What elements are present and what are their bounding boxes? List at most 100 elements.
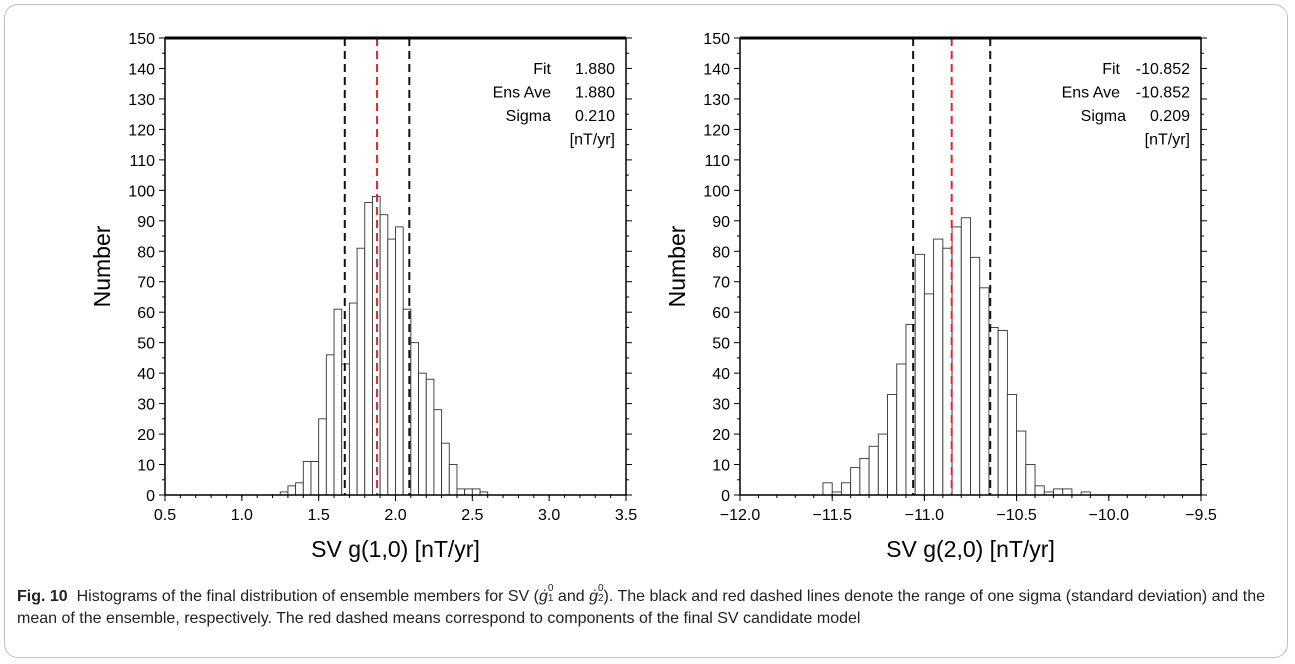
annotation-label: Fit	[1102, 61, 1120, 78]
histogram-bar	[325, 354, 335, 496]
annotation-label: Sigma	[1081, 108, 1126, 125]
y-tick-label: 20	[712, 427, 730, 444]
histogram-bar	[979, 287, 990, 496]
x-tick-label: 0.5	[154, 507, 176, 524]
y-tick-label: 70	[137, 275, 155, 292]
y-tick-label: 90	[712, 214, 730, 231]
y-tick-label: 60	[137, 305, 155, 322]
annotation-label: Fit	[533, 61, 551, 78]
annotation-value: 1.880	[575, 85, 615, 102]
histogram-bar	[923, 293, 935, 496]
x-axis-label: SV g(2,0) [nT/yr]	[886, 536, 1055, 562]
histogram-bar	[840, 482, 852, 496]
histogram-bar	[364, 202, 373, 496]
x-tick-label: 2.5	[461, 507, 483, 524]
y-tick-label: 150	[128, 31, 155, 48]
y-tick-label: 140	[703, 61, 730, 78]
y-tick-label: 60	[712, 305, 730, 322]
histogram-bar	[433, 409, 443, 496]
x-tick-label: 1.5	[308, 507, 330, 524]
x-tick-label: 3.5	[615, 507, 637, 524]
histogram-bar	[887, 394, 898, 496]
y-tick-label: 80	[712, 244, 730, 261]
histogram-bar	[441, 442, 450, 496]
histogram-bar	[868, 445, 879, 496]
histogram-bar	[1034, 485, 1045, 496]
caption-text-end: ). The black and red dashed lines denote…	[17, 588, 1266, 627]
histogram-bar	[896, 363, 907, 496]
histogram-bar	[356, 247, 366, 496]
histogram-bar	[348, 302, 358, 496]
x-tick-label: −10.5	[996, 507, 1037, 524]
histogram-bar	[418, 372, 427, 496]
x-tick-label: 1.0	[231, 507, 253, 524]
histogram-bar	[1016, 430, 1027, 496]
y-tick-label: 50	[712, 336, 730, 353]
histogram-bar	[456, 488, 466, 496]
y-axis-label: Number	[89, 225, 115, 307]
caption-text-start: Histograms of the final distribution of …	[76, 588, 539, 605]
annotation-value: 1.880	[575, 61, 615, 78]
y-tick-label: 110	[704, 153, 730, 170]
histogram-bar	[914, 253, 925, 496]
histogram-bar	[933, 238, 944, 496]
x-axis-label: SV g(1,0) [nT/yr]	[311, 536, 480, 562]
y-tick-label: 40	[137, 366, 155, 383]
y-tick-label: 130	[703, 92, 730, 109]
histogram-bar	[372, 195, 381, 496]
histogram-bar	[333, 308, 343, 496]
annotation-value: -10.852	[1136, 61, 1190, 78]
histogram-bar	[970, 256, 981, 496]
y-axis-label: Number	[664, 225, 690, 307]
histogram-bar	[1062, 488, 1073, 496]
histogram-bar	[379, 214, 389, 496]
histogram-bar	[410, 342, 420, 496]
annotation-label: Ens Ave	[1062, 85, 1121, 102]
y-tick-label: 30	[712, 397, 730, 414]
x-tick-label: −10.0	[1089, 507, 1130, 524]
y-tick-label: 90	[137, 214, 155, 231]
histogram-bar	[310, 461, 320, 496]
annotation-unit: [nT/yr]	[1145, 132, 1190, 149]
histogram-bar	[1025, 464, 1036, 496]
histogram-bar	[302, 461, 312, 496]
figure-caption: Fig. 10 Histograms of the final distribu…	[17, 582, 1266, 627]
annotation-label: Ens Ave	[493, 85, 552, 102]
y-tick-label: 20	[137, 427, 155, 444]
y-tick-label: 150	[703, 31, 730, 48]
y-tick-label: 30	[137, 397, 155, 414]
histogram-bar	[471, 488, 481, 496]
annotation-value: 0.210	[575, 108, 615, 125]
histogram-bar	[287, 485, 297, 496]
y-tick-label: 110	[129, 153, 155, 170]
histogram-panel-1: 0 10 20 30 40 50 60 70 80 90 100 110 120 130 140 150 0.5…	[89, 31, 637, 562]
y-tick-label: 40	[712, 366, 730, 383]
y-tick-label: 10	[137, 458, 155, 475]
histogram-bar	[850, 467, 861, 496]
y-tick-label: 0	[721, 488, 730, 505]
y-tick-label: 100	[703, 183, 730, 200]
histogram-bar	[951, 226, 962, 496]
histogram-bar	[448, 464, 458, 496]
histogram-bar	[942, 247, 953, 496]
y-tick-label: 140	[128, 61, 155, 78]
annotation-value: -10.852	[1136, 85, 1190, 102]
histogram-bar	[395, 226, 404, 496]
histogram-bar	[387, 238, 396, 496]
figure-frame	[4, 4, 1288, 658]
histogram-bar	[859, 457, 870, 496]
annotation-label: Sigma	[506, 108, 551, 125]
histogram-bar	[1053, 488, 1064, 496]
x-tick-label: −11.5	[813, 507, 852, 524]
annotation-value: 0.209	[1150, 108, 1190, 125]
y-tick-label: 100	[128, 183, 155, 200]
histogram-bar	[318, 418, 327, 496]
histogram-bar	[877, 433, 888, 496]
x-tick-label: −9.5	[1185, 507, 1217, 524]
y-tick-label: 70	[712, 275, 730, 292]
y-tick-label: 10	[712, 458, 730, 475]
y-tick-label: 120	[128, 122, 155, 139]
histogram-panel-2: 0 10 20 30 40 50 60 70 80 90 100 110 120 130 140 150 −12…	[664, 31, 1217, 562]
